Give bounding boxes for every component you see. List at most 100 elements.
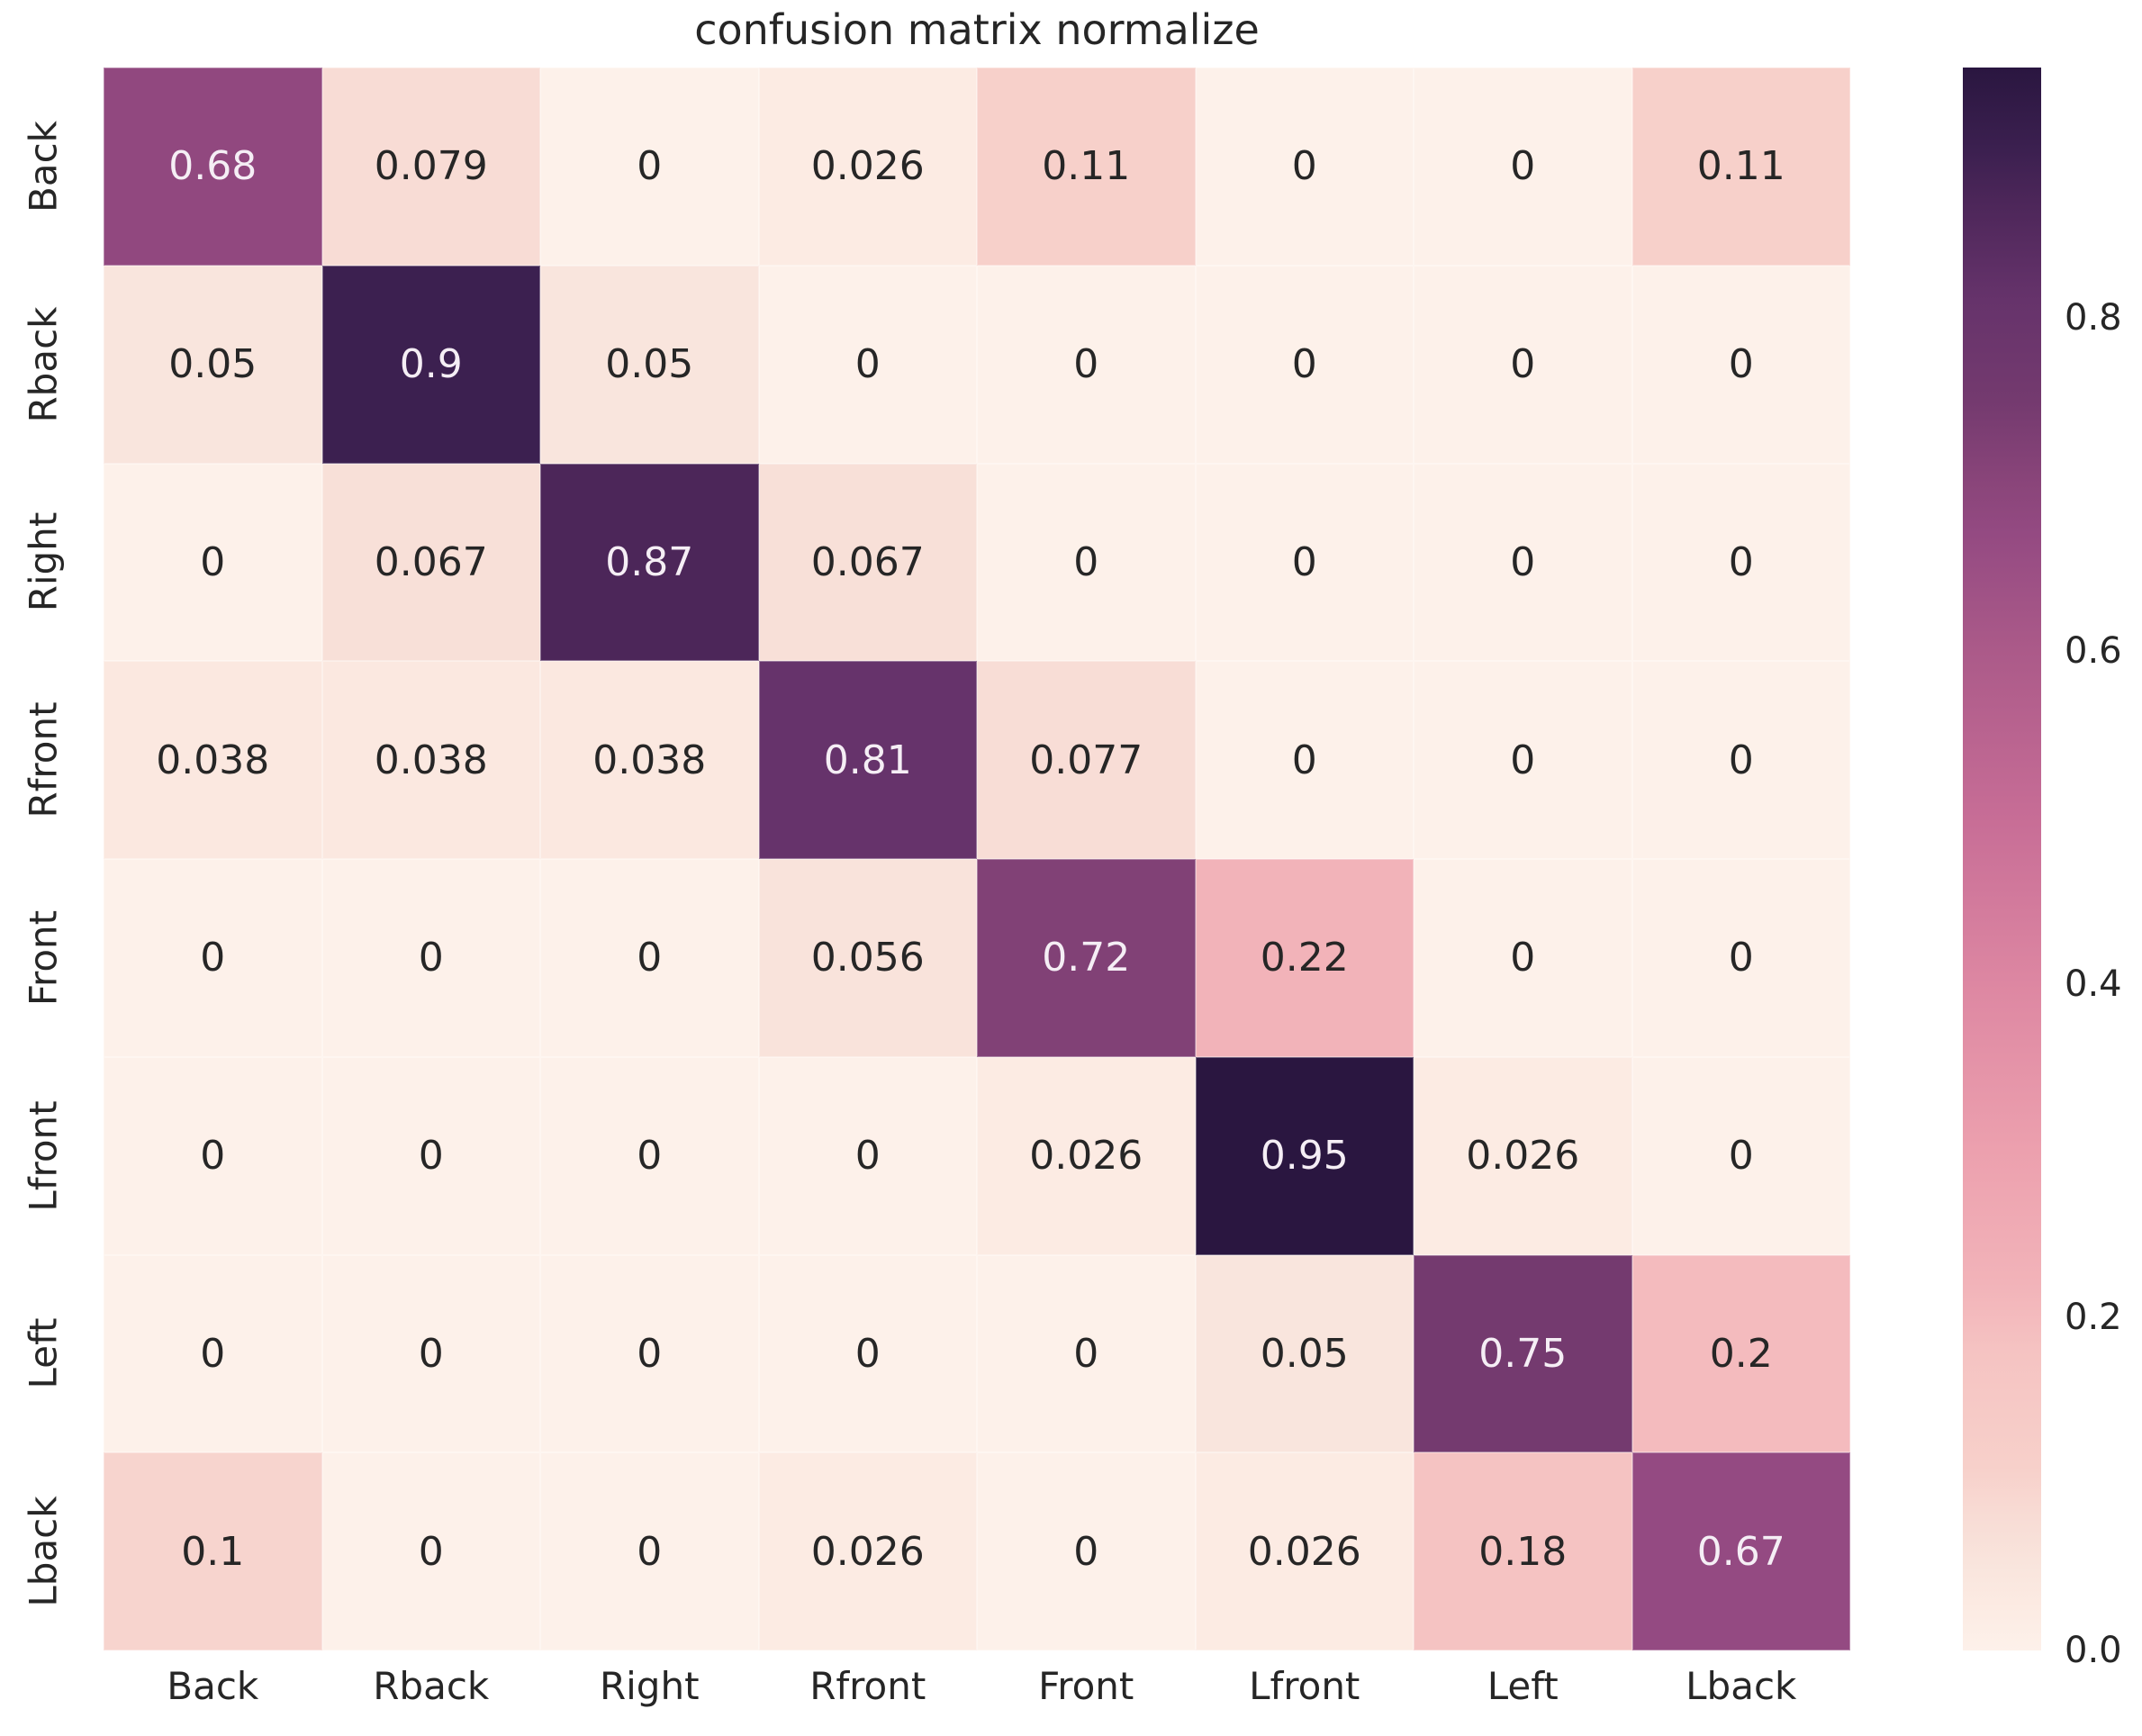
- heatmap-cell: 0: [321, 1254, 540, 1453]
- heatmap-cell: 0.18: [1414, 1452, 1632, 1650]
- cell-value: 0.9: [399, 341, 463, 388]
- cell-value: 0: [637, 143, 663, 190]
- x-tick-label: Right: [599, 1664, 700, 1708]
- heatmap-cell: 0.026: [1195, 1452, 1414, 1650]
- heatmap-cell: 0.87: [540, 463, 759, 662]
- heatmap-cell: 0.22: [1195, 859, 1414, 1057]
- x-axis-labels: Back Rback Right Rfront Front Lfront Left Lback: [104, 1664, 1850, 1727]
- heatmap-cell: 0: [321, 1452, 540, 1650]
- cell-value: 0: [1728, 341, 1754, 388]
- heatmap-cell: 0.67: [1631, 1452, 1850, 1650]
- heatmap-cell: 0: [321, 859, 540, 1057]
- heatmap-cell: 0.077: [977, 661, 1196, 859]
- y-tick-label: Front: [21, 909, 66, 1006]
- cell-value: 0: [200, 1133, 226, 1180]
- heatmap-cell: 0: [1631, 1056, 1850, 1255]
- cell-value: 0.2: [1709, 1330, 1773, 1377]
- cell-value: 0: [1291, 737, 1317, 783]
- heatmap-cell: 0.026: [758, 1452, 977, 1650]
- y-tick-label: Left: [21, 1317, 66, 1389]
- heatmap-cell: 0: [758, 265, 977, 464]
- cell-value: 0.026: [1466, 1133, 1580, 1180]
- heatmap-cell: 0: [977, 463, 1196, 662]
- y-tick-label: Back: [21, 120, 66, 212]
- heatmap-cell: 0.079: [321, 68, 540, 266]
- x-tick-label: Lback: [1686, 1664, 1797, 1708]
- cell-value: 0: [418, 935, 444, 981]
- heatmap-cell: 0: [104, 1254, 322, 1453]
- cell-value: 0.05: [1260, 1330, 1349, 1377]
- heatmap-cell: 0.056: [758, 859, 977, 1057]
- cell-value: 0: [854, 341, 881, 388]
- cell-value: 0: [1510, 935, 1536, 981]
- cell-value: 0: [200, 538, 226, 585]
- heatmap-cell: 0.05: [104, 265, 322, 464]
- heatmap-cell: 0: [758, 1254, 977, 1453]
- colorbar-tick-label: 0.6: [2065, 629, 2122, 672]
- cell-value: 0: [854, 1330, 881, 1377]
- y-tick-label: Lback: [21, 1496, 66, 1607]
- heatmap-cell: 0: [1414, 265, 1632, 464]
- heatmap-cell: 0.75: [1414, 1254, 1632, 1453]
- cell-value: 0.75: [1478, 1330, 1568, 1377]
- heatmap-cell: 0: [1414, 859, 1632, 1057]
- y-tick-label: Right: [21, 512, 66, 612]
- heatmap-grid: 0.68 0.079 0 0.026 0.11 0 0 0.11 0.05 0.9 0.05 0 0 0 0…: [104, 68, 1850, 1650]
- heatmap-cell: 0: [540, 68, 759, 266]
- cell-value: 0: [637, 935, 663, 981]
- colorbar-tick-label: 0.0: [2065, 1630, 2122, 1671]
- cell-value: 0: [637, 1133, 663, 1180]
- heatmap-cell: 0: [1195, 661, 1414, 859]
- colorbar: [1963, 68, 2041, 1650]
- cell-value: 0: [1510, 341, 1536, 388]
- colorbar-tick-labels: 0.8 0.6 0.4 0.2 0.0: [2065, 68, 2142, 1671]
- cell-value: 0.038: [374, 737, 488, 783]
- heatmap-cell: 0.2: [1631, 1254, 1850, 1453]
- heatmap-cell: 0: [758, 1056, 977, 1255]
- cell-value: 0.05: [605, 341, 694, 388]
- cell-value: 0.81: [823, 737, 912, 783]
- heatmap-cell: 0: [977, 265, 1196, 464]
- heatmap-cell: 0: [977, 1254, 1196, 1453]
- cell-value: 0: [1728, 1133, 1754, 1180]
- heatmap-cell: 0: [540, 1056, 759, 1255]
- heatmap-cell: 0: [540, 1452, 759, 1650]
- y-axis-labels: Back Rback Right Rfront Front Lfront Left Lback: [7, 68, 79, 1650]
- y-tick-label: Rback: [21, 306, 66, 423]
- heatmap-cell: 0.81: [758, 661, 977, 859]
- cell-value: 0: [1510, 143, 1536, 190]
- heatmap-cell: 0.038: [540, 661, 759, 859]
- heatmap-cell: 0.72: [977, 859, 1196, 1057]
- y-tick-label: Lfront: [21, 1099, 66, 1212]
- heatmap-cell: 0: [1195, 463, 1414, 662]
- cell-value: 0.1: [181, 1528, 245, 1575]
- cell-value: 0.079: [374, 143, 488, 190]
- cell-value: 0: [1291, 143, 1317, 190]
- heatmap-cell: 0.05: [1195, 1254, 1414, 1453]
- cell-value: 0.077: [1029, 737, 1143, 783]
- cell-value: 0: [418, 1330, 444, 1377]
- heatmap-cell: 0: [1195, 68, 1414, 266]
- cell-value: 0: [1073, 341, 1099, 388]
- y-tick-label: Rfront: [21, 701, 66, 818]
- x-tick-label: Back: [167, 1664, 259, 1708]
- cell-value: 0.067: [374, 538, 488, 585]
- heatmap-cell: 0.68: [104, 68, 322, 266]
- cell-value: 0: [637, 1330, 663, 1377]
- heatmap-cell: 0.038: [104, 661, 322, 859]
- cell-value: 0.18: [1478, 1528, 1568, 1575]
- heatmap-cell: 0: [1631, 265, 1850, 464]
- x-tick-label: Left: [1487, 1664, 1559, 1708]
- cell-value: 0: [1073, 1330, 1099, 1377]
- cell-value: 0.68: [168, 143, 258, 190]
- cell-value: 0.038: [592, 737, 707, 783]
- colorbar-tick-label: 0.2: [2065, 1296, 2122, 1338]
- heatmap-cell: 0.026: [977, 1056, 1196, 1255]
- cell-value: 0.026: [1247, 1528, 1361, 1575]
- cell-value: 0: [200, 935, 226, 981]
- heatmap-cell: 0.026: [758, 68, 977, 266]
- cell-value: 0: [418, 1133, 444, 1180]
- heatmap-cell: 0: [104, 463, 322, 662]
- cell-value: 0.05: [168, 341, 258, 388]
- heatmap-cell: 0: [1414, 463, 1632, 662]
